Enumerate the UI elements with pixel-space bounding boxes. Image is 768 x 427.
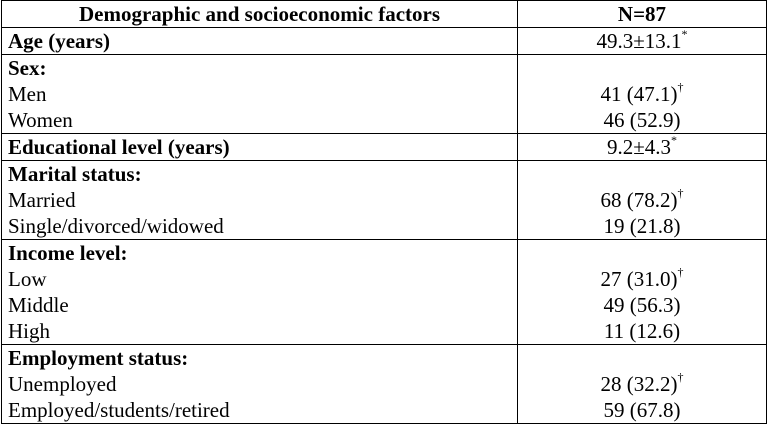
item-label: Low <box>1 266 518 292</box>
value: 46 (52.9) <box>603 108 681 132</box>
value-cell <box>517 344 767 371</box>
header-row: Demographic and socioeconomic factors N=… <box>1 0 767 28</box>
value: 68 (78.2) <box>600 188 678 212</box>
item-label: Married <box>1 187 518 213</box>
item-row: Middle 49 (56.3) <box>1 292 767 318</box>
value-cell: 68 (78.2)† <box>517 186 767 213</box>
value: 41 (47.1) <box>600 82 678 106</box>
item-row: Women 46 (52.9) <box>1 107 767 134</box>
item-label: Employed/students/retired <box>1 397 518 424</box>
item-label: Single/divorced/widowed <box>1 213 518 240</box>
section-row: Educational level (years) 9.2±4.3* <box>1 133 767 161</box>
value: 49 (56.3) <box>603 293 681 317</box>
item-row: Married 68 (78.2)† <box>1 186 767 213</box>
section-title: Educational level (years) <box>8 135 230 159</box>
section-title-cell: Age (years) <box>1 27 518 55</box>
footnote-mark: † <box>677 370 684 384</box>
value-cell: 49 (56.3) <box>517 292 767 318</box>
item-label: High <box>1 318 518 345</box>
header-cell: N=87 <box>517 0 767 28</box>
footnote-mark: † <box>677 186 684 200</box>
footnote-mark: † <box>677 265 684 279</box>
item-row: High 11 (12.6) <box>1 318 767 345</box>
footnote-mark: † <box>677 80 684 94</box>
item-row: Men 41 (47.1)† <box>1 80 767 107</box>
section-title: Income level: <box>8 241 128 265</box>
item-row: Single/divorced/widowed 19 (21.8) <box>1 213 767 240</box>
value-cell: 59 (67.8) <box>517 397 767 424</box>
item-label: Unemployed <box>1 371 518 397</box>
value: 28 (32.2) <box>600 372 678 396</box>
item-row: Employed/students/retired 59 (67.8) <box>1 397 767 424</box>
value: 9.2±4.3 <box>606 135 672 159</box>
footnote-mark: * <box>671 133 678 147</box>
value: 27 (31.0) <box>600 267 678 291</box>
section-row: Employment status: <box>1 344 767 371</box>
value-cell: 28 (32.2)† <box>517 370 767 397</box>
value-cell: 19 (21.8) <box>517 213 767 240</box>
header-cell: Demographic and socioeconomic factors <box>1 0 518 28</box>
section-title: Sex: <box>8 56 47 80</box>
value-cell <box>517 54 767 81</box>
section-title: Employment status: <box>8 346 189 370</box>
section-title-cell: Marital status: <box>1 160 518 187</box>
value-cell: 9.2±4.3* <box>517 133 767 161</box>
value-cell <box>517 160 767 187</box>
item-row: Unemployed 28 (32.2)† <box>1 370 767 397</box>
section-title-cell: Employment status: <box>1 344 518 371</box>
section-title-cell: Income level: <box>1 239 518 266</box>
item-label: Men <box>1 81 518 107</box>
section-row: Sex: <box>1 54 767 81</box>
section-title: Marital status: <box>8 162 142 186</box>
section-title: Age (years) <box>8 29 111 53</box>
value: 59 (67.8) <box>603 398 681 422</box>
section-title-cell: Educational level (years) <box>1 133 518 161</box>
item-row: Low 27 (31.0)† <box>1 265 767 292</box>
value-cell: 11 (12.6) <box>517 318 767 345</box>
section-row: Income level: <box>1 239 767 266</box>
value: 49.3±13.1 <box>596 29 682 53</box>
value-cell: 46 (52.9) <box>517 107 767 134</box>
item-label: Middle <box>1 292 518 318</box>
item-label: Women <box>1 107 518 134</box>
value: 11 (12.6) <box>603 319 681 343</box>
value-cell: 27 (31.0)† <box>517 265 767 292</box>
section-row: Marital status: <box>1 160 767 187</box>
section-row: Age (years) 49.3±13.1* <box>1 27 767 55</box>
value-cell <box>517 239 767 266</box>
value-cell: 41 (47.1)† <box>517 80 767 107</box>
section-title-cell: Sex: <box>1 54 518 81</box>
value-cell: 49.3±13.1* <box>517 27 767 55</box>
footnote-mark: * <box>681 27 688 41</box>
value: 19 (21.8) <box>603 214 681 238</box>
